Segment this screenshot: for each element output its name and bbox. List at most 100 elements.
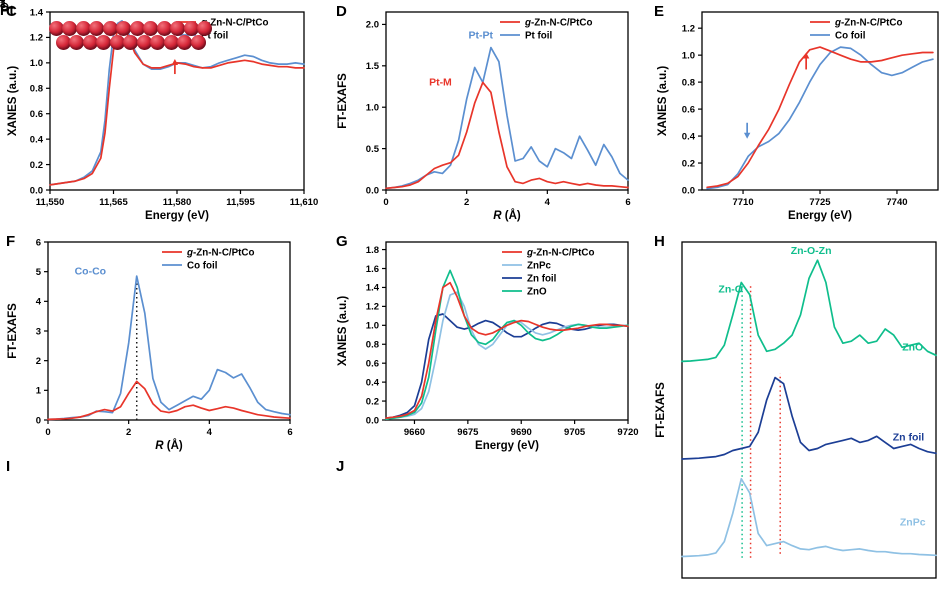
panel-letter-C: C — [6, 3, 17, 20]
pt-atom — [143, 20, 158, 36]
panel-D-chart: 0 2 4 6 0.0 0.5 1.0 1.5 2.0 R (Å) FT-EXAFS Pt-Pt Pt-… — [337, 11, 631, 222]
pt-atom — [190, 34, 206, 50]
annotation-text: Pt-M — [429, 77, 452, 89]
series-line-co-foil — [47, 275, 291, 421]
x-tick-label: 9675 — [457, 427, 479, 438]
tick-mark — [0, 0, 5, 2]
panel-H-chart: FT-EXAFS Zn-O Zn-O-Zn ZnO Zn foil ZnPc — [655, 241, 937, 579]
legend-label: g-Zn-N-C/PtCo — [526, 247, 594, 258]
series-line-zn-foil — [681, 376, 937, 460]
y-tick-label: 0.6 — [682, 104, 695, 115]
y-axis-label: XANES (a.u.) — [337, 296, 349, 366]
pt-atom — [82, 34, 98, 50]
arrow-head — [743, 132, 751, 139]
pt-atom — [177, 34, 192, 50]
pt-atom — [48, 20, 64, 36]
annotation-text: ZnPc — [900, 516, 926, 528]
panel-letter-F: F — [6, 233, 16, 250]
pt-atom — [89, 20, 104, 36]
x-tick-label: 0 — [383, 197, 388, 208]
series-line-g-zn-n-c-ptco — [385, 81, 629, 190]
legend-label: Co foil — [187, 260, 218, 271]
series-line-zno — [681, 259, 937, 363]
pt-atom — [75, 20, 91, 36]
legend: g-Zn-N-C/PtCo Co foil — [810, 17, 902, 41]
pt-atom — [62, 20, 77, 36]
annotation-text: Zn foil — [893, 431, 925, 443]
y-tick-label: 1.0 — [682, 50, 695, 61]
series-line-g-zn-n-c-ptco — [49, 25, 305, 186]
y-tick-label: 0.4 — [682, 131, 696, 142]
pt-atom — [109, 34, 125, 50]
legend-label: Zn foil — [527, 273, 557, 284]
x-tick-label: 0 — [45, 427, 50, 438]
y-tick-label: 1.6 — [366, 264, 379, 275]
x-tick-label: 11,595 — [226, 197, 255, 208]
series-line-g-zn-n-c-ptco — [706, 46, 934, 189]
y-tick-label: 3 — [36, 326, 41, 337]
panel-E-chart: 7710 7725 7740 0.0 0.2 0.4 0.6 0.8 1.0 1.2 Energy … — [657, 11, 939, 222]
x-tick-label: 7725 — [809, 197, 831, 208]
arrow-head — [802, 52, 810, 59]
panel-letter-J: J — [336, 458, 345, 475]
x-tick-label: 9720 — [617, 427, 638, 438]
series-line-zn-foil — [385, 313, 629, 419]
y-tick-label: 0.4 — [366, 377, 380, 388]
panel-letter-H: H — [654, 233, 665, 250]
y-axis-label: XANES (a.u.) — [7, 66, 19, 136]
panel-letter-G: G — [336, 233, 348, 250]
pt-atom — [123, 34, 138, 50]
pt-atom — [163, 34, 179, 50]
y-tick-label: 0.0 — [30, 185, 43, 196]
x-tick-label: 4 — [207, 427, 213, 438]
y-tick-label: 1.8 — [366, 245, 379, 256]
y-tick-label: 1.4 — [366, 283, 380, 294]
y-tick-label: 0.6 — [30, 109, 43, 120]
x-axis-label: R (Å) — [493, 209, 521, 222]
pt-atom — [129, 20, 145, 36]
legend: g-Zn-N-C/PtCo ZnPc Zn foil ZnO — [502, 247, 594, 297]
x-tick-label: 7740 — [886, 197, 907, 208]
pt-atom — [136, 34, 152, 50]
legend-label: Pt foil — [201, 30, 228, 41]
x-tick-label: 11,610 — [290, 197, 319, 208]
legend: g-Zn-N-C/PtCo Co foil — [162, 247, 254, 271]
panel-letter-D: D — [336, 3, 347, 20]
legend-label: g-Zn-N-C/PtCo — [186, 247, 254, 258]
y-tick-label: 1.2 — [366, 302, 379, 313]
annotation-text: Co-Co — [75, 266, 107, 278]
panel-C-chart: 11,550 11,565 11,580 11,595 11,610 0.0 0.2 0.4 0… — [7, 7, 319, 222]
y-tick-label: 1 — [36, 386, 42, 397]
y-tick-label: 1.2 — [30, 33, 43, 44]
legend-label: Pt foil — [525, 30, 552, 41]
annotation-text: Pt-Pt — [469, 29, 494, 41]
x-tick-label: 4 — [545, 197, 551, 208]
y-tick-label: 1.0 — [366, 103, 379, 114]
y-tick-label: 0.2 — [30, 160, 43, 171]
x-tick-label: 6 — [287, 427, 292, 438]
y-axis-label: FT-EXAFS — [337, 73, 349, 129]
series-line-co-foil — [706, 46, 934, 190]
x-tick-label: 9690 — [511, 427, 532, 438]
panel-G-chart: 9660 9675 9690 9705 9720 0.0 0.2 0.4 0.6 0.8 1.0 1.… — [337, 241, 639, 452]
plot-frame — [701, 11, 939, 191]
pt-atom — [156, 20, 172, 36]
y-tick-label: 0.0 — [366, 415, 379, 426]
y-tick-label: 0.8 — [30, 84, 43, 95]
y-tick-label: 2.0 — [366, 20, 379, 31]
x-tick-label: 11,580 — [163, 197, 192, 208]
y-tick-label: 1.2 — [682, 23, 695, 34]
contour-heatmap — [0, 0, 2, 1]
arrow-head — [171, 59, 179, 66]
x-axis-label: Energy (eV) — [145, 210, 209, 222]
x-tick-label: 6 — [625, 197, 630, 208]
y-tick-label: 2 — [36, 356, 41, 367]
y-tick-label: 0.4 — [30, 134, 44, 145]
x-tick-label: 2 — [126, 427, 131, 438]
panel-letter-E: E — [654, 3, 665, 20]
y-tick-label: 0.0 — [682, 185, 695, 196]
y-tick-label: 0.8 — [682, 77, 695, 88]
y-tick-label: 0.8 — [366, 340, 379, 351]
y-tick-label: 5 — [36, 267, 42, 278]
figure-canvas: C D E F G H I J 11,550 11,565 11,580 11,595 11,610 0… — [0, 0, 939, 579]
